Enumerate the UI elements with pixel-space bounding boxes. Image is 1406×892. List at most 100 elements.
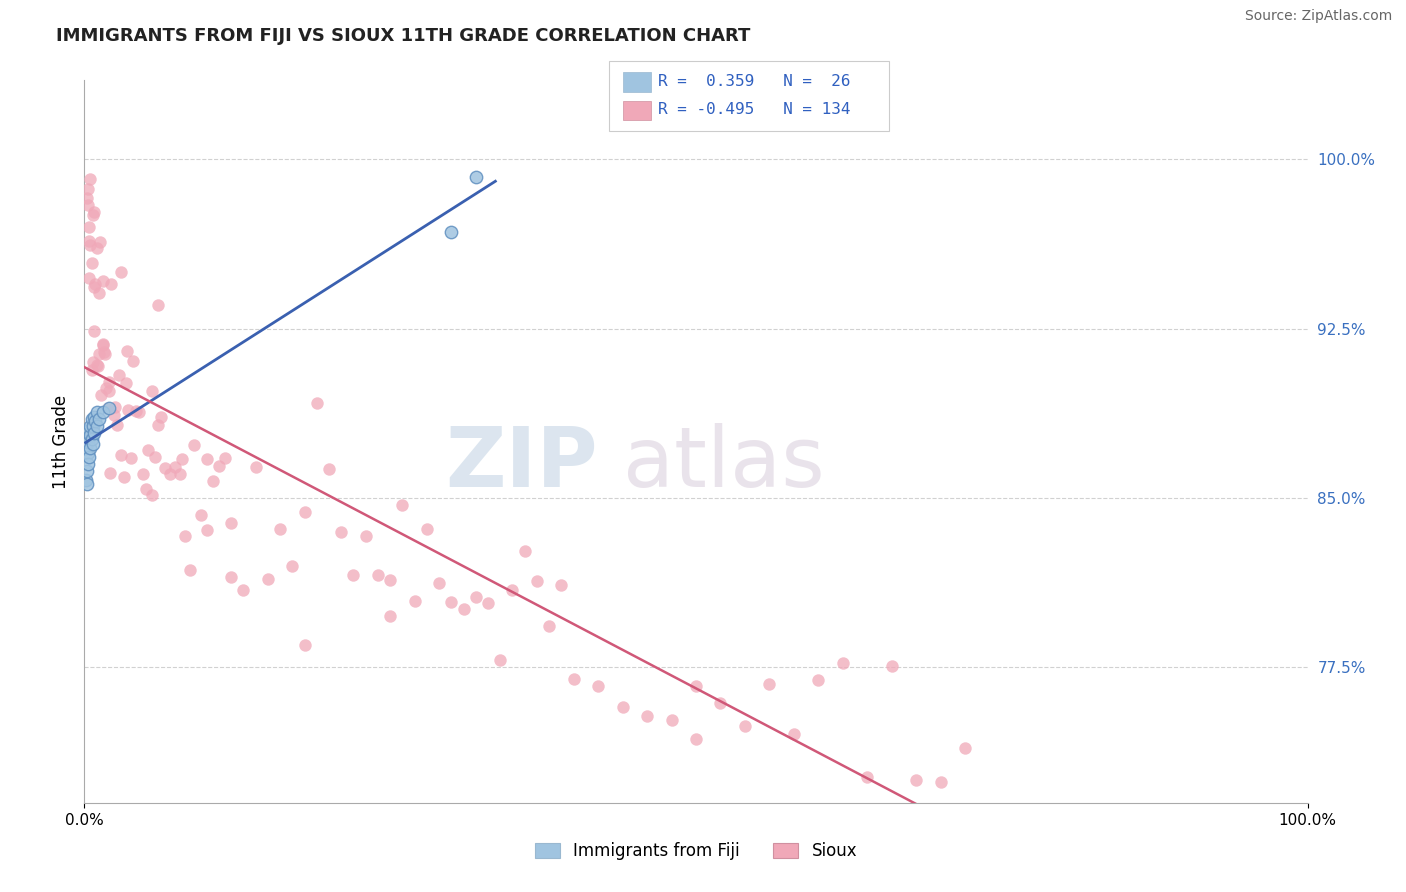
Point: [1174, 887, 1197, 892]
Point: [77, 450, 100, 465]
Point: [783, 727, 806, 741]
Point: [82, 355, 104, 369]
Point: [79, 172, 101, 186]
Point: [550, 578, 572, 592]
Point: [98, 467, 121, 481]
Point: [269, 522, 291, 536]
Text: atlas: atlas: [623, 423, 824, 504]
Point: [953, 741, 976, 756]
Point: [219, 516, 242, 530]
Point: [159, 467, 181, 481]
Point: [77, 220, 100, 235]
Point: [146, 418, 169, 433]
Point: [214, 450, 236, 465]
Point: [305, 396, 328, 410]
Point: [75, 442, 97, 456]
Point: [86, 241, 108, 255]
Text: ZIP: ZIP: [446, 423, 598, 504]
Point: [195, 452, 218, 467]
Point: [685, 731, 707, 746]
Point: [120, 450, 142, 465]
Point: [87, 412, 110, 426]
Point: [330, 525, 353, 540]
Point: [115, 344, 138, 359]
Point: [807, 673, 830, 688]
Point: [82, 208, 104, 222]
Point: [77, 182, 100, 196]
Point: [77, 446, 100, 460]
Point: [94, 347, 117, 361]
Point: [83, 280, 105, 294]
Point: [80, 256, 103, 270]
Point: [80, 432, 103, 446]
Point: [404, 594, 426, 608]
Point: [96, 381, 118, 395]
Point: [183, 438, 205, 452]
Point: [77, 234, 100, 248]
Point: [416, 522, 439, 536]
Point: [929, 775, 952, 789]
Point: [93, 345, 115, 359]
Point: [464, 591, 486, 605]
Point: [76, 477, 98, 491]
Point: [232, 583, 254, 598]
Point: [153, 461, 176, 475]
Point: [80, 363, 103, 377]
Point: [294, 638, 316, 652]
Point: [1002, 860, 1025, 874]
Point: [84, 414, 107, 428]
Point: [91, 405, 114, 419]
Point: [1052, 820, 1074, 834]
Point: [97, 384, 120, 398]
Point: [107, 368, 129, 383]
Point: [110, 448, 132, 462]
Point: [562, 672, 585, 686]
Point: [257, 572, 280, 586]
Point: [87, 346, 110, 360]
Point: [83, 205, 105, 219]
Point: [115, 376, 138, 391]
Point: [856, 770, 879, 784]
Point: [367, 568, 389, 582]
Point: [1125, 869, 1147, 883]
Point: [661, 713, 683, 727]
Point: [758, 677, 780, 691]
Point: [125, 404, 148, 418]
Point: [831, 656, 853, 670]
Point: [245, 460, 267, 475]
Point: [163, 460, 186, 475]
Point: [477, 596, 499, 610]
Point: [122, 354, 145, 368]
Point: [526, 574, 548, 589]
Point: [391, 499, 413, 513]
Point: [86, 405, 108, 419]
Point: [80, 412, 103, 426]
Point: [1101, 806, 1123, 821]
Text: Source: ZipAtlas.com: Source: ZipAtlas.com: [1244, 9, 1392, 23]
Point: [87, 359, 110, 373]
Point: [79, 237, 101, 252]
Point: [83, 324, 105, 338]
Point: [1028, 814, 1050, 828]
Point: [464, 170, 486, 185]
Point: [342, 567, 364, 582]
Point: [190, 508, 212, 523]
Point: [97, 401, 120, 415]
Point: [141, 384, 163, 398]
Point: [91, 338, 114, 352]
Point: [172, 451, 194, 466]
Point: [709, 697, 731, 711]
Point: [79, 418, 101, 433]
Point: [143, 450, 166, 464]
Point: [636, 708, 658, 723]
Point: [219, 570, 242, 584]
Point: [294, 505, 316, 519]
Point: [86, 358, 108, 372]
Point: [195, 523, 218, 537]
Point: [86, 418, 108, 433]
Text: R =  0.359   N =  26: R = 0.359 N = 26: [658, 74, 851, 88]
Point: [82, 418, 104, 433]
Point: [612, 700, 634, 714]
Point: [150, 409, 173, 424]
Point: [112, 469, 135, 483]
